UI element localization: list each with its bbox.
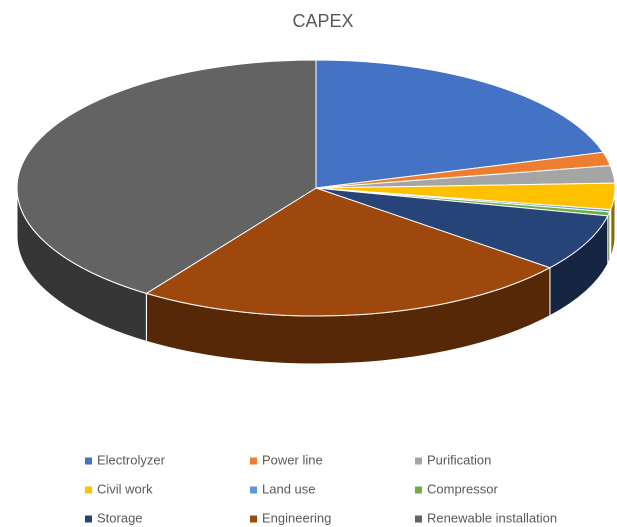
legend-swatch	[85, 486, 92, 494]
legend-swatch	[250, 457, 257, 465]
legend-label: Compressor	[427, 481, 498, 496]
slice	[315, 59, 605, 189]
legend-swatch	[415, 457, 422, 465]
legend-label: Civil work	[97, 481, 153, 496]
legend-swatch	[85, 457, 92, 465]
legend-label: Electrolyzer	[97, 452, 166, 467]
slice	[16, 59, 317, 294]
slice	[145, 187, 552, 317]
legend-label: Engineering	[262, 510, 331, 525]
legend-swatch	[250, 515, 257, 523]
legend-swatch	[250, 486, 257, 494]
slice	[315, 187, 609, 269]
legend-swatch	[415, 515, 422, 523]
legend-label: Power line	[262, 452, 323, 467]
legend: Electrolyzer Power line Purification Civil …	[85, 452, 557, 525]
pie-tops	[16, 59, 616, 317]
legend-swatch	[415, 486, 422, 494]
legend-label: Land use	[262, 481, 316, 496]
legend-swatch	[85, 515, 92, 523]
legend-label: Renewable installation	[427, 510, 557, 525]
legend-label: Storage	[97, 510, 143, 525]
chart-title: CAPEX	[292, 11, 353, 31]
legend-label: Purification	[427, 452, 491, 467]
pie-sides	[16, 187, 616, 365]
